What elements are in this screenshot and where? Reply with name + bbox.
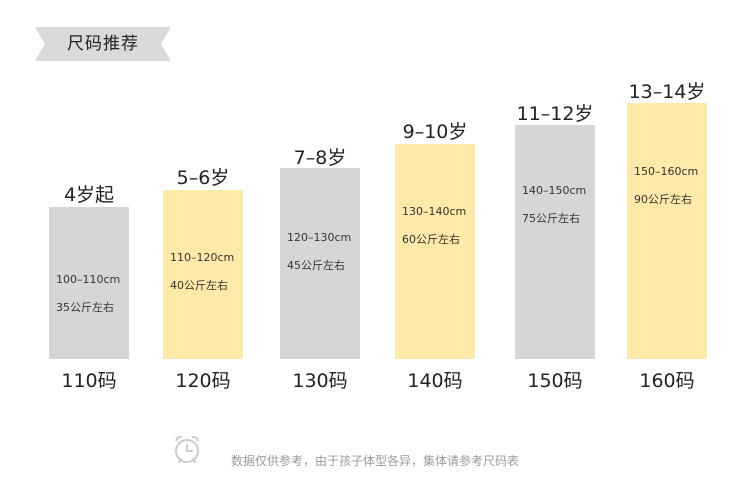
size-bar: 140–150cm 75公斤左右 [515,125,595,359]
age-label: 13–14岁 [628,81,706,103]
disclaimer-text: 数据仅供参考，由于孩子体型各异，集体请参考尺码表 [231,454,520,468]
size-label: 130码 [292,370,348,392]
footer-note: 数据仅供参考，由于孩子体型各异，集体请参考尺码表 [170,432,570,468]
height-range: 140–150cm [522,184,587,197]
height-range: 100–110cm [56,273,121,286]
weight-range: 60公斤左右 [402,233,460,246]
age-label: 9–10岁 [402,121,468,143]
size-bar: 150–160cm 90公斤左右 [627,103,707,359]
alarm-clock-icon [175,435,199,463]
size-bar: 110–120cm 40公斤左右 [163,190,243,359]
weight-range: 45公斤左右 [287,259,345,272]
banner-shape [35,27,171,61]
page-title: 尺码推荐 [67,34,139,54]
age-label: 7–8岁 [293,147,347,169]
weight-range: 40公斤左右 [170,279,228,292]
weight-range: 90公斤左右 [634,193,692,206]
height-range: 110–120cm [170,251,235,264]
title-banner: 尺码推荐 [33,27,173,61]
size-bar: 120–130cm 45公斤左右 [280,168,360,359]
weight-range: 35公斤左右 [56,301,114,314]
age-label: 4岁起 [63,184,115,206]
age-label: 5–6岁 [176,167,230,189]
size-column-130: 7–8岁 120–130cm 45公斤左右 130码 [280,0,360,400]
size-column-120: 5–6岁 110–120cm 40公斤左右 120码 [163,0,243,400]
size-bar: 100–110cm 35公斤左右 [49,207,129,359]
height-range: 150–160cm [634,165,699,178]
weight-range: 75公斤左右 [522,212,580,225]
size-label: 160码 [639,370,695,392]
size-label: 110码 [61,370,117,392]
size-bar: 130–140cm 60公斤左右 [395,144,475,359]
size-label: 140码 [407,370,463,392]
height-range: 120–130cm [287,231,352,244]
size-column-140: 9–10岁 130–140cm 60公斤左右 140码 [395,0,475,400]
size-column-160: 13–14岁 150–160cm 90公斤左右 160码 [627,0,707,400]
size-label: 120码 [175,370,231,392]
age-label: 11–12岁 [516,103,594,125]
size-column-150: 11–12岁 140–150cm 75公斤左右 150码 [515,0,595,400]
height-range: 130–140cm [402,205,467,218]
size-column-110: 4岁起 100–110cm 35公斤左右 110码 [49,0,129,400]
size-label: 150码 [527,370,583,392]
